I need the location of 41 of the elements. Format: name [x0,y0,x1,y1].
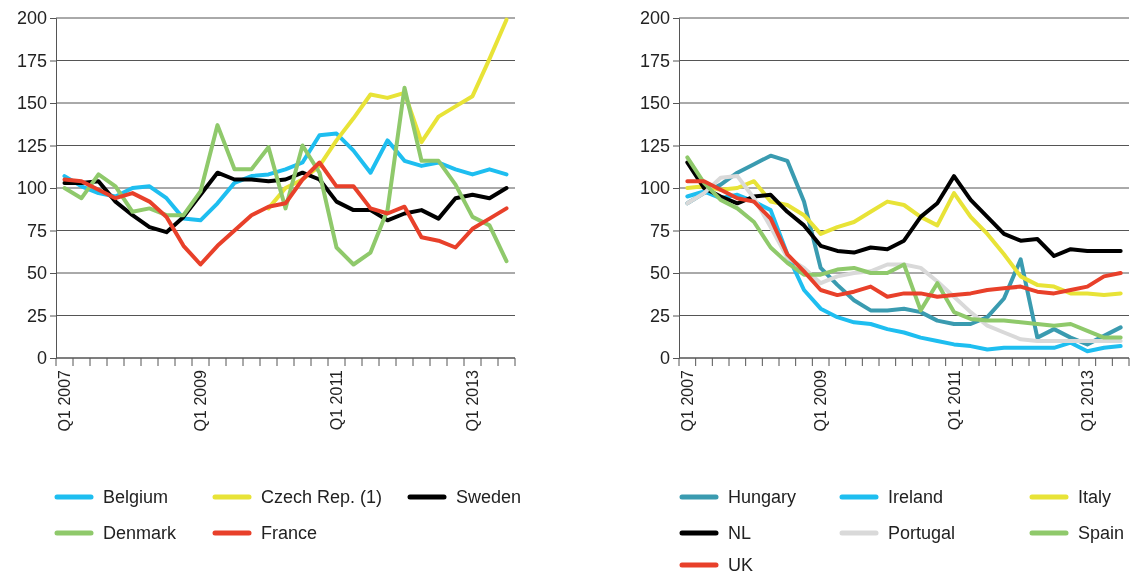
y-tick-label: 200 [639,8,670,29]
y-tick-label: 100 [639,178,670,199]
y-tick-label: 0 [659,348,670,369]
legend-label: Belgium [103,487,169,508]
legend-label: Hungary [728,487,797,508]
y-tick-label: 50 [26,263,47,284]
y-tick-label: 125 [16,135,47,156]
y-tick-label: 175 [16,50,47,71]
legend-label: Ireland [888,487,944,508]
legend-label: Italy [1078,487,1112,508]
y-tick-label: 125 [639,135,670,156]
y-tick-label: 200 [16,8,47,29]
y-tick-label: 50 [649,263,670,284]
legend-label: Portugal [888,523,956,544]
y-tick-label: 150 [639,93,670,114]
y-tick-label: 25 [26,305,47,326]
x-tick-label: Q1 2009 [192,369,210,432]
legend-label: France [261,523,318,544]
line-series [685,160,1123,258]
legend-label: Sweden [456,487,522,508]
x-tick-label: Q1 2007 [56,369,74,432]
y-tick-label: 75 [26,220,47,241]
line-series [62,85,509,267]
y-tick-label: 100 [16,178,47,199]
x-tick-label: Q1 2013 [464,369,482,432]
y-tick-label: 175 [639,50,670,71]
line-series [62,160,509,267]
y-tick-label: 75 [649,220,670,241]
y-tick-label: 150 [16,93,47,114]
legend-label: Czech Rep. (1) [261,487,383,508]
legend-label: NL [728,523,752,544]
x-tick-label: Q1 2011 [328,369,346,431]
x-tick-label: Q1 2009 [812,369,830,432]
y-tick-label: 0 [36,348,47,369]
x-tick-label: Q1 2007 [678,369,696,432]
legend-label: Spain [1078,523,1125,544]
x-tick-label: Q1 2013 [1078,369,1096,432]
legend-label: UK [728,555,754,576]
x-tick-label: Q1 2011 [945,369,963,431]
y-tick-label: 25 [649,305,670,326]
legend-label: Denmark [103,523,178,544]
